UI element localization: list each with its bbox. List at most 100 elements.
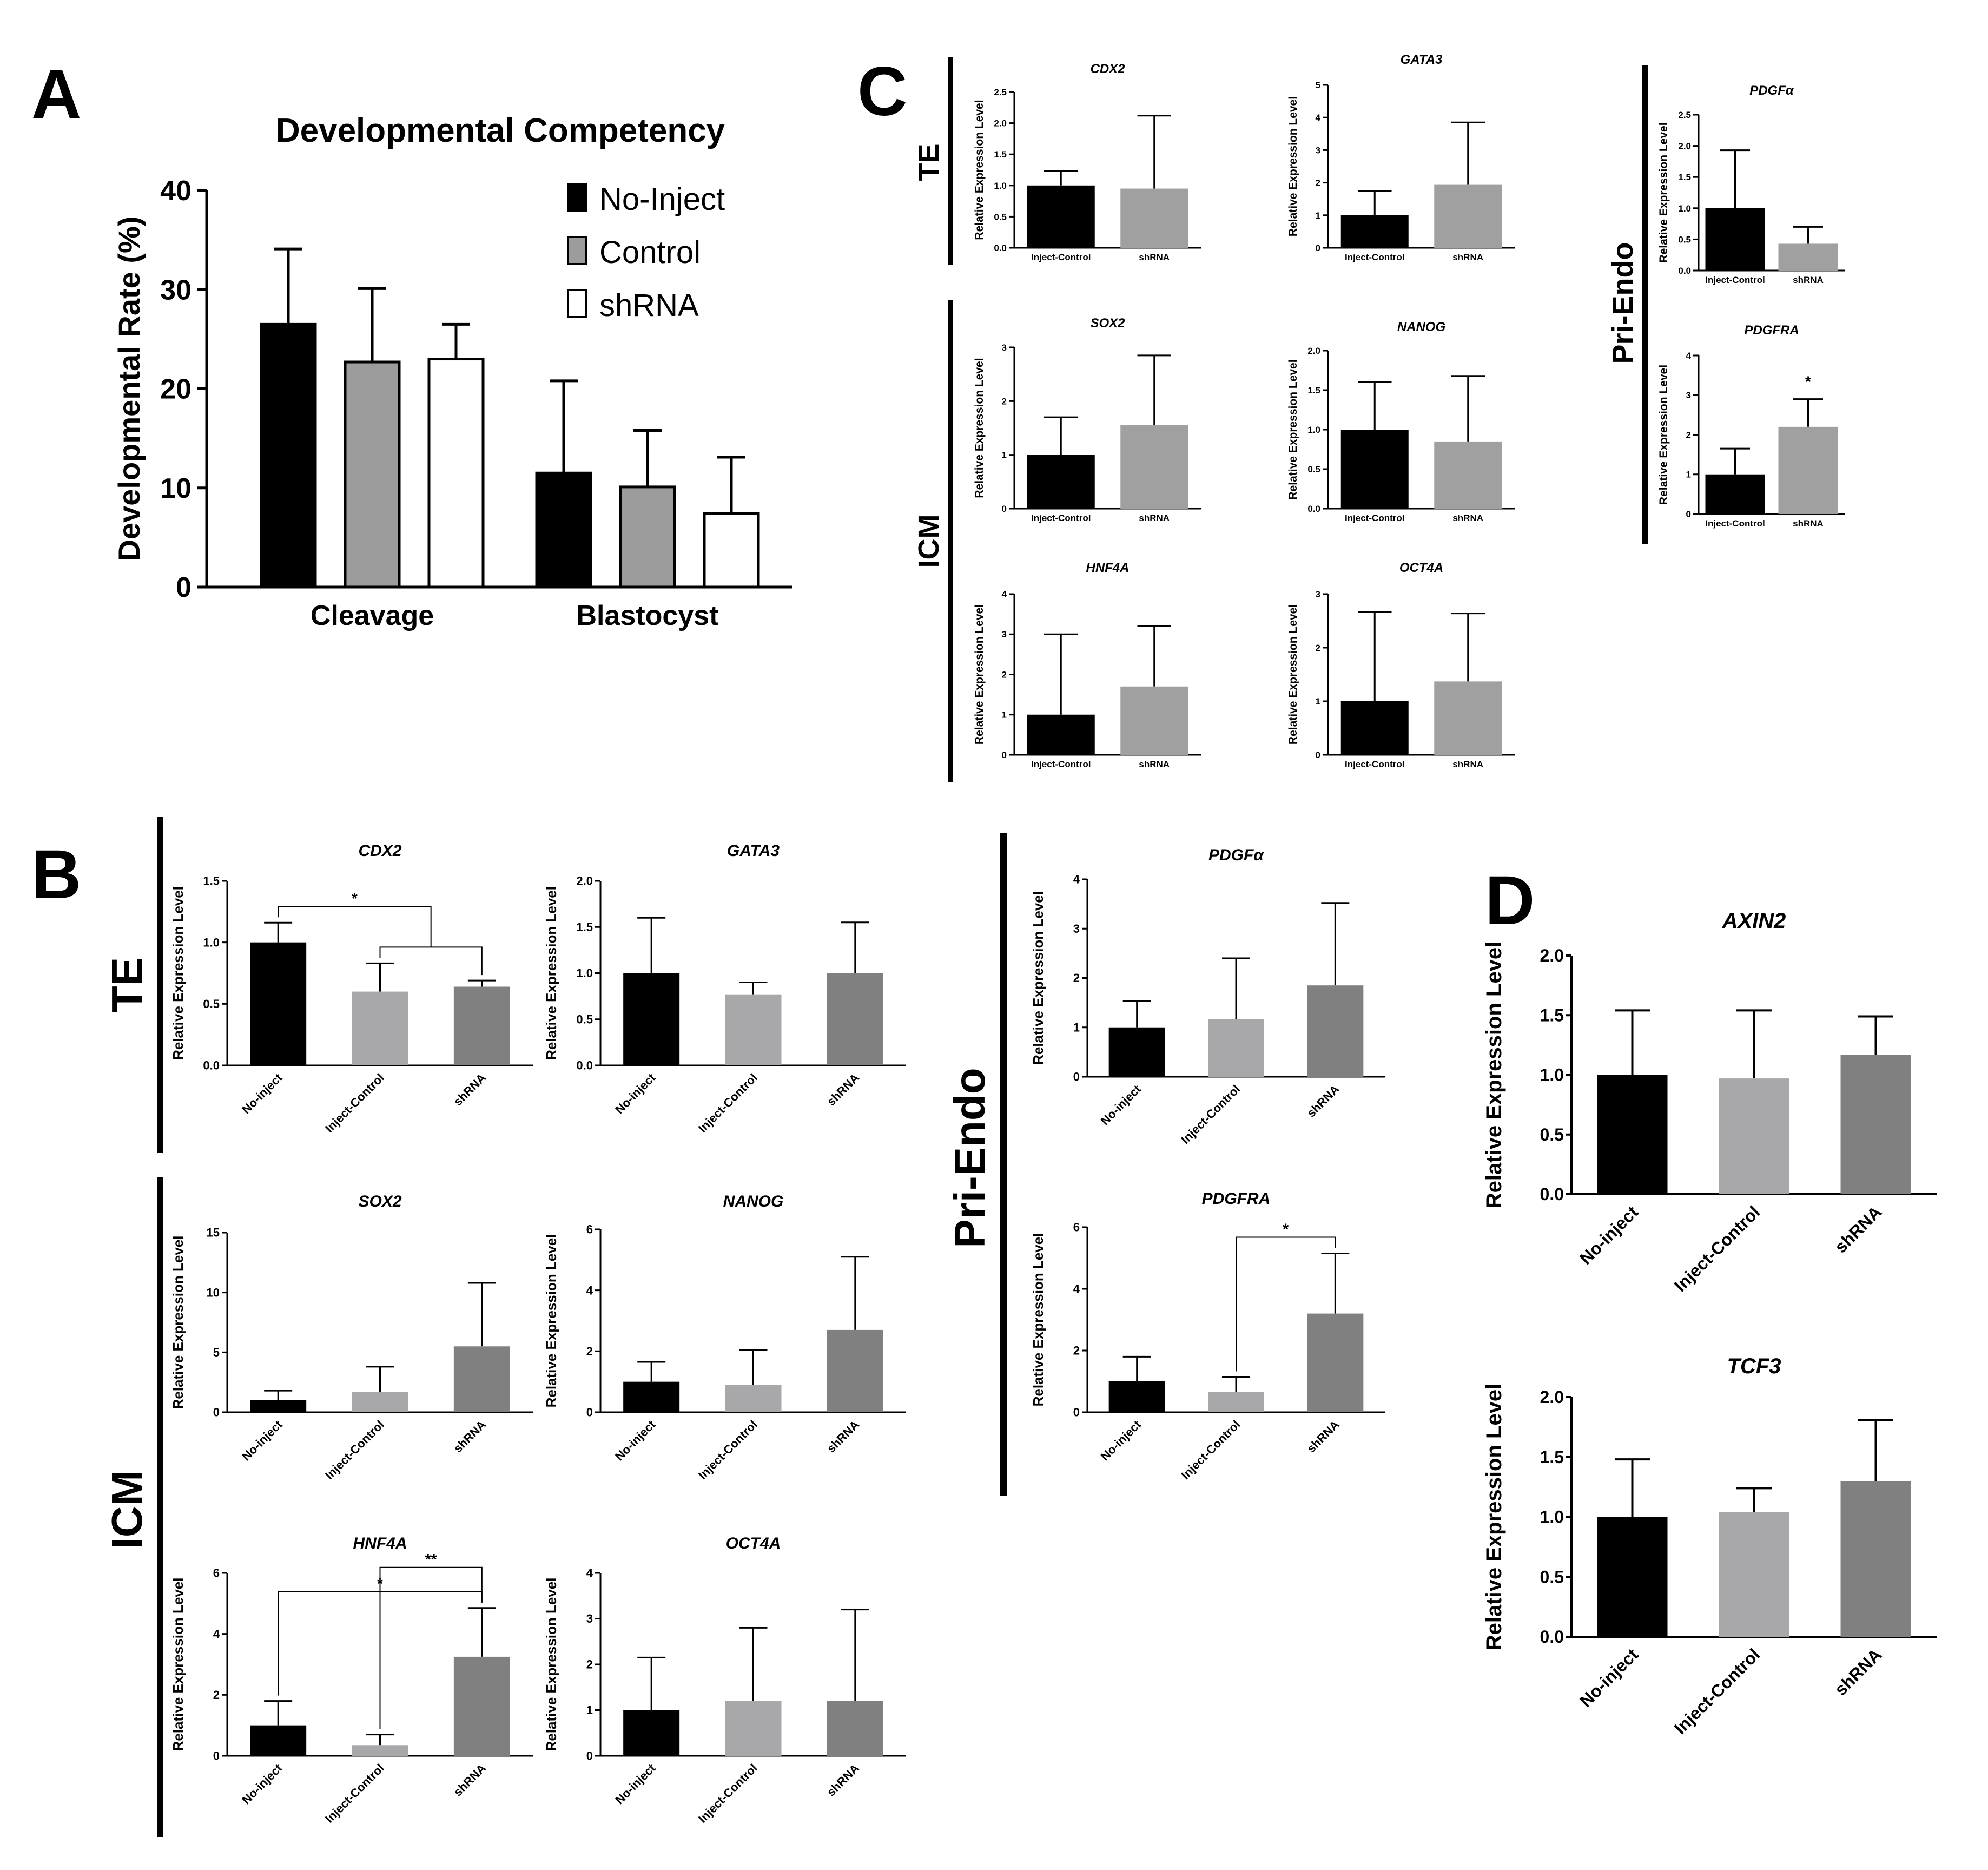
y-tick-label: 3 [1316,145,1320,155]
bar-shrna [1120,188,1188,248]
bar-shrna [827,973,883,1065]
chart-c-hnf4a: HNF4A 0 1 2 3 4 Relative Expression Level Injec… [973,561,1201,769]
y-tick-label: 2 [1073,971,1080,985]
chart-b-cdx2: CDX2 0.0 0.5 1.0 1.5 Relative Expression Leve… [170,842,533,1135]
bar-inject-control [1705,474,1765,514]
y-tick-label: 1.0 [1307,425,1320,435]
bar-control-blastocyst [619,485,676,589]
y-tick-label: 1.0 [1540,1507,1564,1527]
y-tick-label: 6 [213,1566,220,1580]
bar-inject-control [1705,208,1765,271]
bar-inject-control [1340,215,1409,248]
significance-marker: ** [425,1551,437,1568]
x-tick-label: shRNA [1452,759,1483,769]
y-axis-label: Relative Expression Level [1482,1384,1506,1651]
y-tick-label: 1.5 [576,920,593,934]
y-tick-label: 10 [207,1286,220,1299]
y-tick-label: 0.5 [1678,234,1691,245]
y-axis-label: Relative Expression Level [973,358,986,498]
chart-title: PDGFα [1208,846,1264,864]
y-tick-label: 1 [1002,450,1007,460]
y-tick-label: 6 [1073,1221,1080,1234]
y-tick-label: 0 [586,1406,593,1419]
y-tick-label: 2.0 [576,874,593,888]
y-tick-label: 0 [1316,243,1320,253]
chart-title: GATA3 [727,842,780,860]
bar-inject-control [1027,714,1095,755]
y-tick-label: 4 [586,1566,593,1580]
x-tick-label: shRNA [1139,513,1170,523]
y-tick-label: 2 [1073,1344,1080,1358]
bar-shrna [1120,686,1188,755]
y-tick-label: 1.5 [994,149,1007,160]
y-tick-label: 0.0 [1540,1627,1564,1647]
y-tick-label: 4 [213,1627,220,1641]
y-axis-label: Relative Expression Level [973,604,986,745]
y-tick-label: 4 [1686,351,1692,361]
bar-inject-control [725,1701,782,1756]
y-tick-label: 4 [1073,1282,1080,1296]
x-tick-label: shRNA [1793,518,1824,529]
y-axis-label: Relative Expression Level [1287,359,1299,499]
bar-no-inject [250,1725,307,1756]
bar-no-inject [1597,1075,1668,1194]
c-te-label: TE [913,143,945,181]
b-pe-label: Pri-Endo [946,1068,994,1248]
significance-bracket [278,906,432,947]
y-tick-label: 0 [213,1406,220,1419]
panel-letter-C: C [857,53,907,130]
legend-label: shRNA [599,288,699,323]
bar-no-inject [1597,1517,1668,1637]
bar-no-inject [623,1710,680,1756]
bar-no-inject [250,1400,307,1412]
chart-developmental-competency: Developmental Competency 0 10 20 30 40 Develop… [112,112,792,631]
y-tick-label: 2.0 [1540,946,1564,965]
y-tick-label: 1.0 [1678,203,1691,214]
y-tick-label: 2 [1316,178,1320,188]
x-tick-label: shRNA [1139,759,1170,769]
panel-letter-D: D [1485,862,1535,939]
y-axis-label: Relative Expression Level [1287,96,1299,236]
chart-c-nanog: NANOG 0.0 0.5 1.0 1.5 2.0 Relative Expression … [1287,320,1515,523]
y-axis-label: Developmental Rate (%) [112,216,146,562]
y-tick-label: 1.5 [203,874,220,888]
y-tick-label: 3 [1073,922,1080,936]
bar-shrna [1120,425,1188,509]
c-pe-label: Pri-Endo [1607,242,1639,364]
significance-marker: * [1283,1220,1289,1237]
significance-bracket [379,1566,483,1729]
x-tick-label: Inject-Control [1031,252,1091,262]
x-tick-label: Inject-Control [1345,252,1405,262]
bar-inject-control [352,1392,408,1412]
y-tick-label: 20 [160,374,191,405]
bar-shrna [1434,184,1502,248]
y-tick-label: 0.5 [203,997,220,1011]
chart-title: CDX2 [358,842,401,860]
bar-shrna [1434,681,1502,755]
y-tick-label: 10 [160,473,191,504]
chart-title: OCT4A [726,1535,781,1552]
x-tick-label: Inject-Control [1705,518,1765,529]
bar-shrna-cleavage [427,358,485,589]
bar-shrna [453,986,510,1065]
y-tick-label: 0 [1073,1406,1080,1419]
bar-inject-control [1027,185,1095,248]
chart-title: NANOG [1397,320,1445,334]
bar-shrna [1778,243,1838,271]
bar-inject-control [1027,455,1095,509]
y-tick-label: 15 [207,1226,220,1240]
chart-title: NANOG [723,1193,784,1210]
chart-title: HNF4A [1086,561,1129,575]
y-axis-label: Relative Expression Level [1030,1233,1046,1407]
y-tick-label: 2 [1002,669,1007,680]
bar-shrna-blastocyst [703,512,760,589]
y-tick-label: 4 [586,1283,593,1297]
x-tick-label: Cleavage [311,600,434,631]
significance-bracket [1236,1236,1336,1372]
bar-inject-control [1719,1078,1789,1194]
chart-title: SOX2 [1090,316,1125,331]
y-tick-label: 1 [1316,210,1320,221]
c-icm-label: ICM [913,515,945,568]
bar-shrna [1307,985,1364,1077]
significance-marker: * [1805,374,1812,391]
